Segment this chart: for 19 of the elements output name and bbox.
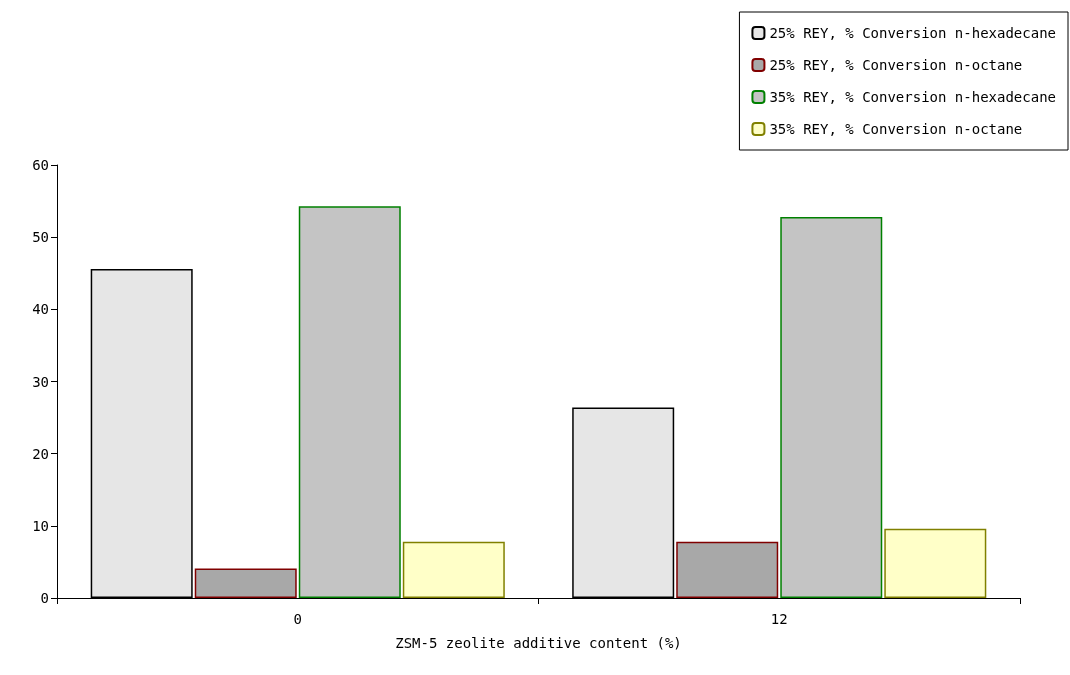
bar [298,206,401,598]
y-tick-label: 20 [32,445,49,462]
bar [676,541,779,598]
legend-label: 35% REY, % Conversion n-hexadecane [769,89,1056,105]
x-axis-title: ZSM-5 zeolite additive content (%) [395,635,682,651]
y-tick-label: 50 [32,229,49,246]
y-tick-label: 40 [32,301,49,318]
y-tick-label: 30 [32,373,49,390]
bar [780,216,883,598]
bar [884,528,987,598]
y-tick-label: 60 [32,157,49,173]
legend-label: 25% REY, % Conversion n-hexadecane [769,25,1056,41]
bar [402,541,505,598]
legend-label: 25% REY, % Conversion n-octane [769,57,1023,73]
x-tick-label: 12 [770,611,788,627]
y-tick-label: 0 [40,590,49,606]
legend-label: 35% REY, % Conversion n-octane [769,121,1023,137]
bar [194,568,297,598]
y-tick-label: 10 [32,517,49,534]
